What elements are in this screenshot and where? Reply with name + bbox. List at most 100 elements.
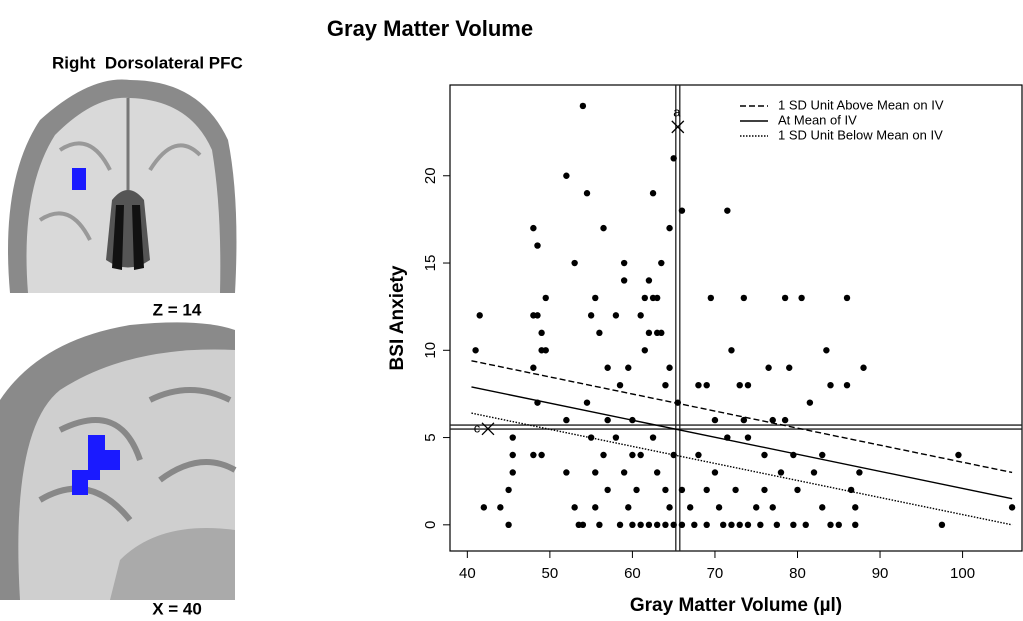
x-tick-label: 40 xyxy=(459,565,476,582)
data-point xyxy=(695,452,701,458)
data-point xyxy=(534,242,540,248)
data-point xyxy=(654,522,660,528)
x-tick-label: 80 xyxy=(789,565,806,582)
data-point xyxy=(510,452,516,458)
data-point xyxy=(604,365,610,371)
data-point xyxy=(658,330,664,336)
data-point xyxy=(790,522,796,528)
data-point xyxy=(774,522,780,528)
data-point xyxy=(510,469,516,475)
data-point xyxy=(642,295,648,301)
axial-brain-image xyxy=(0,78,236,293)
data-point xyxy=(596,330,602,336)
data-point xyxy=(844,295,850,301)
data-point xyxy=(530,225,536,231)
data-point xyxy=(728,347,734,353)
x-axis-label: Gray Matter Volume (µl) xyxy=(630,595,842,616)
data-point xyxy=(757,522,763,528)
data-point xyxy=(629,522,635,528)
data-point xyxy=(477,312,483,318)
data-point xyxy=(596,522,602,528)
data-point xyxy=(642,347,648,353)
data-point xyxy=(637,452,643,458)
data-point xyxy=(737,382,743,388)
data-point xyxy=(778,469,784,475)
x-tick-label: 70 xyxy=(707,565,724,582)
data-point xyxy=(621,469,627,475)
y-tick-label: 0 xyxy=(422,521,439,529)
y-tick-label: 15 xyxy=(422,255,439,272)
data-point xyxy=(745,382,751,388)
y-axis-label: BSI Anxiety xyxy=(387,265,408,370)
data-point xyxy=(819,452,825,458)
x-tick-label: 60 xyxy=(624,565,641,582)
data-point xyxy=(584,190,590,196)
data-point xyxy=(679,522,685,528)
data-point xyxy=(613,434,619,440)
data-point xyxy=(827,522,833,528)
data-point xyxy=(472,347,478,353)
data-point xyxy=(836,522,842,528)
data-point xyxy=(856,469,862,475)
data-point xyxy=(939,522,945,528)
data-point xyxy=(687,504,693,510)
data-point xyxy=(543,295,549,301)
data-point xyxy=(654,295,660,301)
data-point xyxy=(646,330,652,336)
data-point xyxy=(860,365,866,371)
data-point xyxy=(481,504,487,510)
x-tick-label: 90 xyxy=(872,565,889,582)
data-point xyxy=(794,487,800,493)
data-point xyxy=(670,522,676,528)
data-point xyxy=(534,312,540,318)
data-point xyxy=(662,522,668,528)
data-point xyxy=(563,417,569,423)
data-point xyxy=(695,382,701,388)
figure: Gray Matter Volume Right Dorsolateral PF… xyxy=(0,0,1023,621)
data-point xyxy=(646,522,652,528)
data-point xyxy=(691,522,697,528)
data-point xyxy=(670,155,676,161)
data-point xyxy=(666,504,672,510)
data-point xyxy=(765,365,771,371)
data-point xyxy=(563,469,569,475)
regression-line xyxy=(471,387,1012,499)
regression-line xyxy=(471,361,1012,473)
data-point xyxy=(703,382,709,388)
legend-label: 1 SD Unit Below Mean on IV xyxy=(778,127,943,142)
data-point xyxy=(563,173,569,179)
data-point xyxy=(786,365,792,371)
data-point xyxy=(666,225,672,231)
data-point xyxy=(637,312,643,318)
data-point xyxy=(592,504,598,510)
image-label: X = 40 xyxy=(152,599,202,618)
legend-label: At Mean of IV xyxy=(778,112,857,127)
data-point xyxy=(753,504,759,510)
y-tick-label: 10 xyxy=(422,342,439,359)
panel-title: Right Dorsolateral PFC xyxy=(52,53,243,72)
data-point xyxy=(679,207,685,213)
data-point xyxy=(761,452,767,458)
data-point xyxy=(955,452,961,458)
data-point xyxy=(543,347,549,353)
data-point xyxy=(613,312,619,318)
data-point xyxy=(823,347,829,353)
annotation-label: a xyxy=(673,104,681,119)
data-point xyxy=(662,382,668,388)
data-point xyxy=(617,522,623,528)
data-point xyxy=(592,295,598,301)
data-point xyxy=(604,417,610,423)
data-point xyxy=(629,452,635,458)
y-tick-label: 20 xyxy=(422,167,439,184)
data-point xyxy=(724,207,730,213)
data-point xyxy=(510,434,516,440)
data-point xyxy=(538,452,544,458)
data-point xyxy=(666,365,672,371)
reference-hline xyxy=(450,425,1022,429)
data-point xyxy=(505,522,511,528)
data-point xyxy=(728,522,734,528)
data-point xyxy=(530,365,536,371)
data-point xyxy=(588,312,594,318)
data-point xyxy=(538,330,544,336)
data-point xyxy=(745,522,751,528)
